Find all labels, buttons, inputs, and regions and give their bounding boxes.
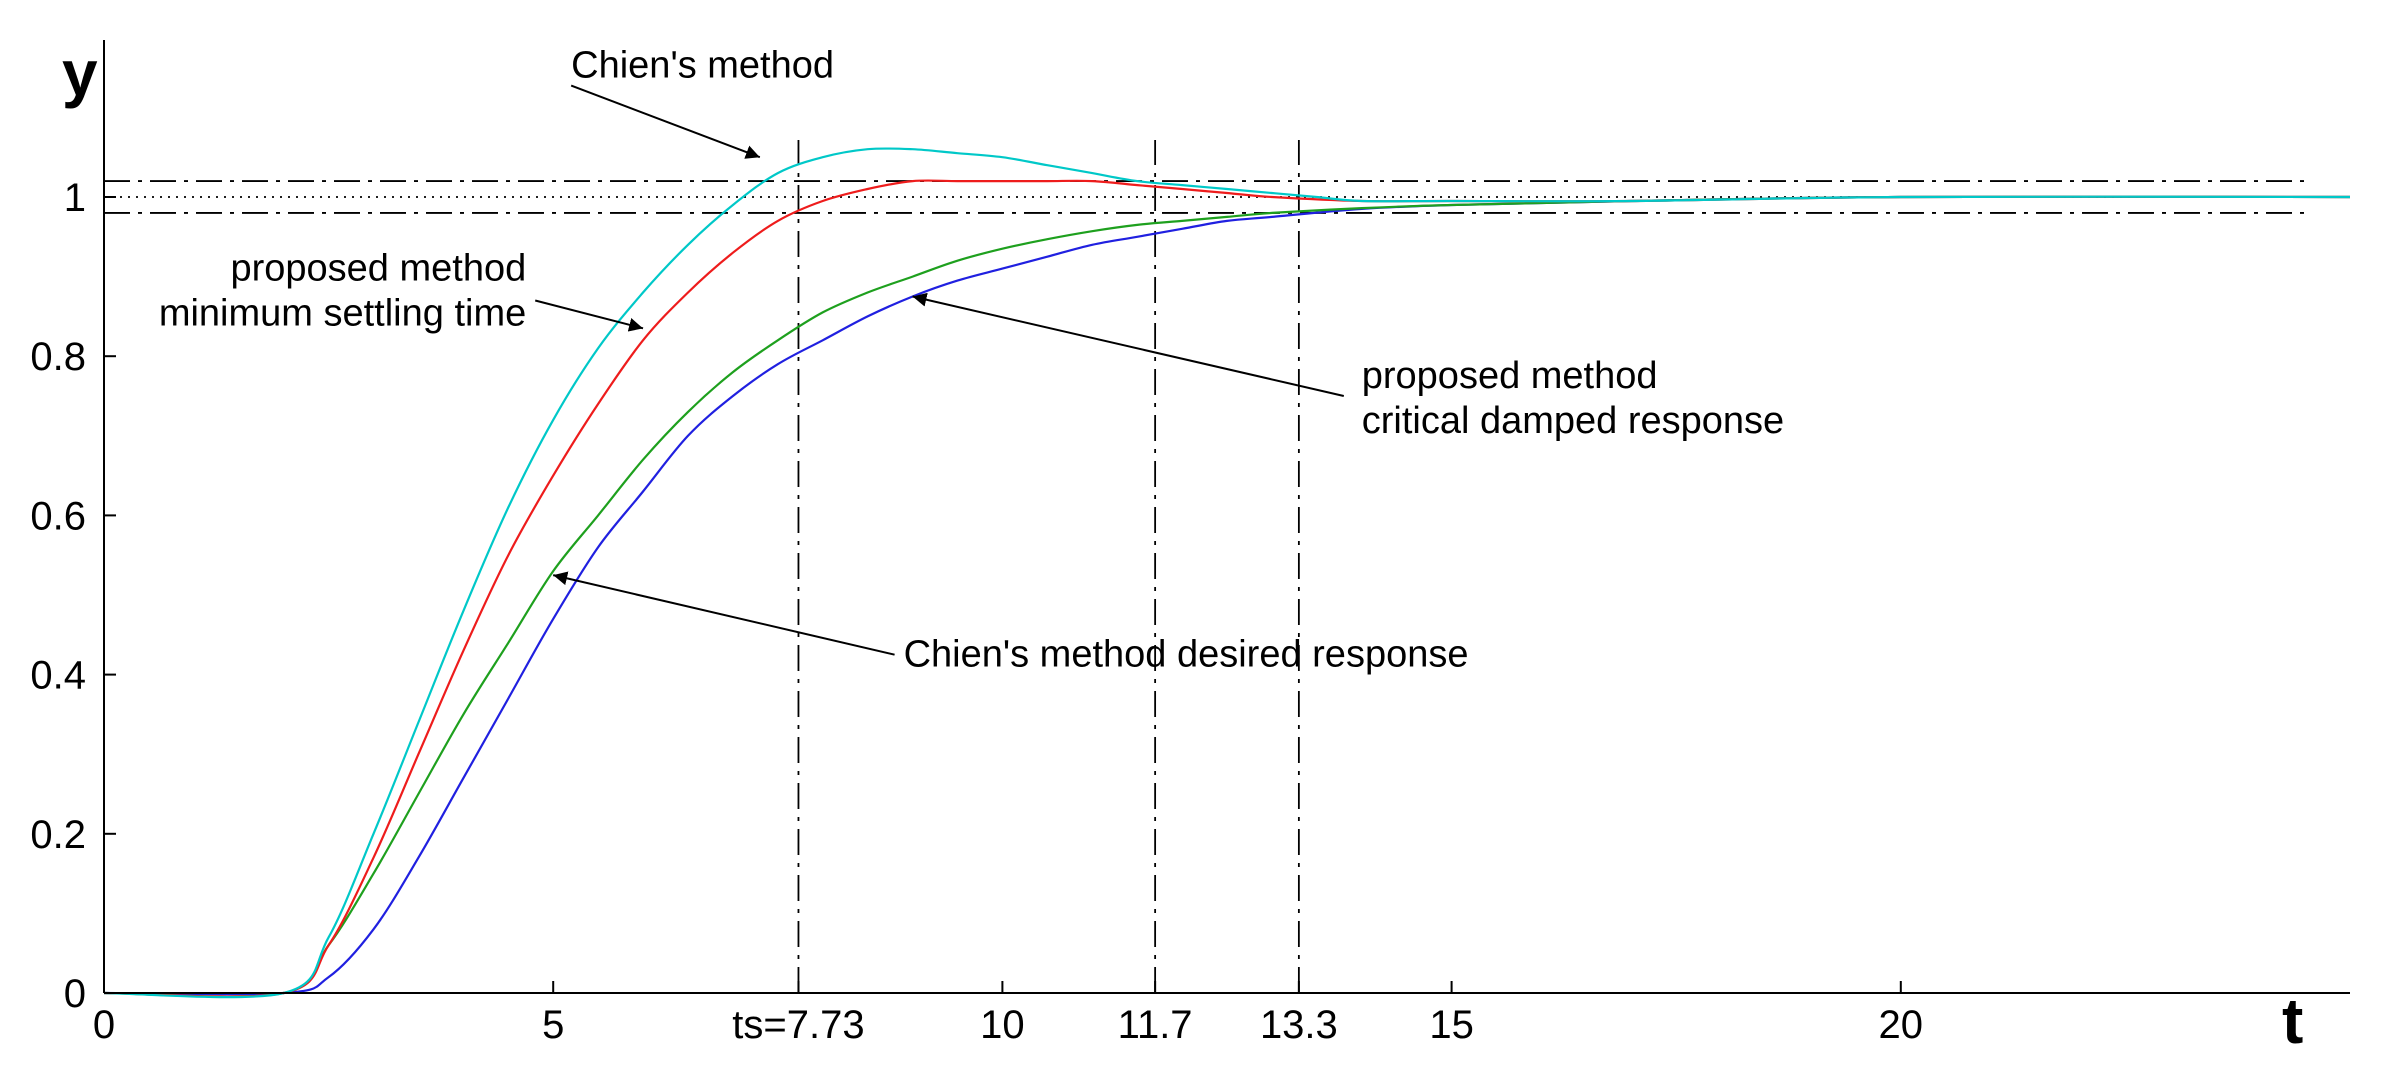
x-tick-label-0: 0 xyxy=(93,1003,115,1047)
annotation-arrow-1 xyxy=(534,299,644,332)
annotation-arrow-0 xyxy=(570,84,761,159)
y-tick-label-4: 0.8 xyxy=(30,335,86,379)
annotation-arrow-3 xyxy=(552,571,895,656)
x-tick-label-2: ts=7.73 xyxy=(732,1003,864,1047)
axes-group xyxy=(103,40,2350,994)
x-tick-label-5: 13.3 xyxy=(1260,1003,1338,1047)
y-tick-label-5: 1 xyxy=(64,176,86,220)
annotation-arrow-2 xyxy=(912,292,1345,397)
x-tick-label-4: 11.7 xyxy=(1118,1003,1193,1047)
x-axis-label: t xyxy=(2282,985,2303,1057)
x-tick-label-6: 15 xyxy=(1429,1003,1474,1047)
annotation-text-2-0: proposed method xyxy=(1362,355,1658,397)
x-tick-label-1: 5 xyxy=(542,1003,564,1047)
y-tick-label-2: 0.4 xyxy=(30,654,86,698)
series-group xyxy=(103,147,2351,999)
y-tick-label-0: 0 xyxy=(64,972,86,1016)
y-axis-label: y xyxy=(62,37,98,109)
x-tick-label-3: 10 xyxy=(980,1003,1025,1047)
annotation-text-2-1: critical damped response xyxy=(1362,400,1784,442)
y-tick-label-3: 0.6 xyxy=(30,494,86,538)
annotation-text-1-0: proposed method xyxy=(230,248,526,290)
annotation-text-3-0: Chien's method desired response xyxy=(904,634,1469,676)
annotation-text-0-0: Chien's method xyxy=(571,45,834,87)
series-line-chien-s-method xyxy=(103,147,2351,999)
annotation-text-1-1: minimum settling time xyxy=(159,293,526,335)
x-tick-label-7: 20 xyxy=(1879,1003,1924,1047)
reference-lines xyxy=(104,140,2310,993)
y-tick-label-1: 0.2 xyxy=(30,813,86,857)
series-line-chien-s-method-desired-response xyxy=(103,195,2351,998)
tick-labels: 0 5 ts=7.73 10 11.7 13.3 15 20 0 0.2 0.4 0.6 0.8 1 xyxy=(30,176,1923,1047)
